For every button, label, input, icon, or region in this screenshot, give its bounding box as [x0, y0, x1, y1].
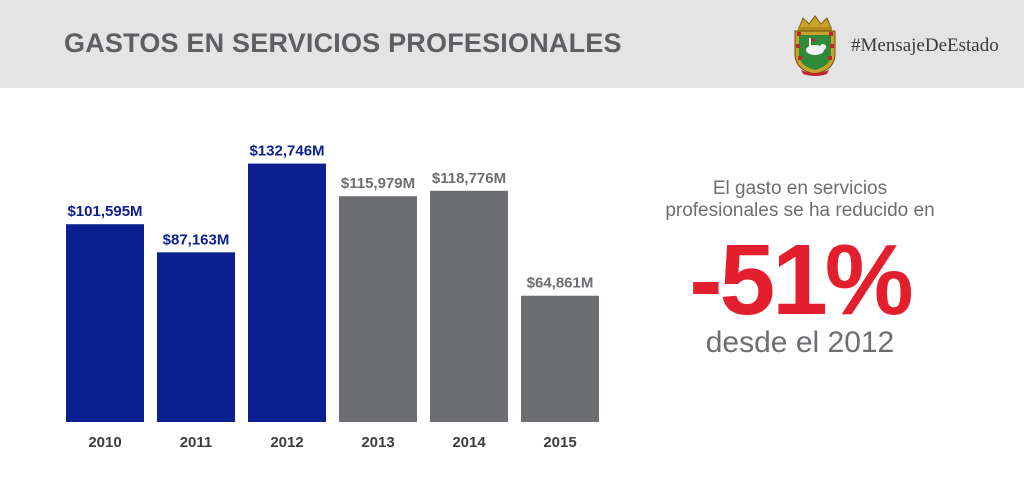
header-banner: GASTOS EN SERVICIOS PROFESIONALES #Mensa… — [0, 0, 1024, 88]
bar-2013 — [339, 196, 417, 422]
reduction-annotation: El gasto en servicios profesionales se h… — [650, 178, 950, 360]
bar-2010 — [66, 224, 144, 422]
bar-2015 — [521, 295, 599, 422]
annotation-line-2: profesionales se ha reducido en — [665, 200, 935, 221]
page-title: GASTOS EN SERVICIOS PROFESIONALES — [64, 28, 622, 58]
value-label-2013: $115,979M — [341, 175, 415, 192]
annotation-line-1: El gasto en servicios — [712, 178, 888, 199]
reduction-percentage: -51% — [689, 224, 913, 336]
x-tick-label-2010: 2010 — [88, 434, 121, 451]
x-tick-label-2012: 2012 — [270, 434, 303, 451]
annotation-line-3: desde el 2012 — [705, 326, 895, 359]
x-tick-label-2015: 2015 — [543, 434, 576, 451]
x-tick-label-2014: 2014 — [452, 434, 486, 451]
value-label-2011: $87,163M — [163, 231, 230, 248]
hashtag-label: #MensajeDeEstado — [851, 35, 999, 56]
value-label-2010: $101,595M — [67, 203, 142, 220]
x-tick-label-2013: 2013 — [361, 434, 394, 451]
bar-2011 — [157, 252, 235, 422]
value-label-2015: $64,861M — [527, 275, 594, 292]
bar-2012 — [248, 163, 326, 423]
value-label-2012: $132,746M — [249, 143, 324, 160]
puerto-rico-coat-of-arms-icon — [794, 15, 836, 76]
bar-2014 — [430, 190, 508, 422]
x-tick-label-2011: 2011 — [180, 434, 213, 451]
bar-chart: $101,595M 2010 $87,163M 2011 $132,746M 2012 $1… — [66, 143, 599, 451]
value-label-2014: $118,776M — [432, 170, 506, 187]
